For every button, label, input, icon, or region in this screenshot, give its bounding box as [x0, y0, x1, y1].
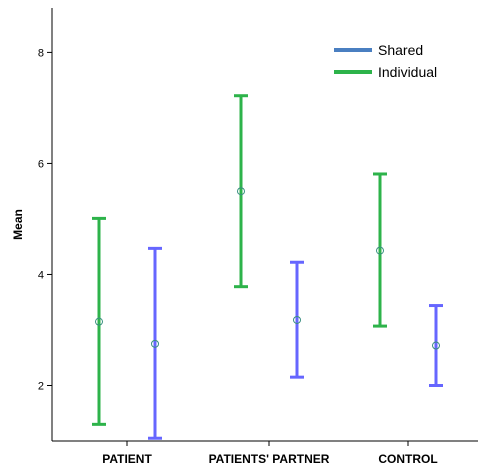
legend-label-individual: Individual [378, 64, 437, 80]
error-bar-shared-2 [429, 304, 443, 387]
mean-marker [376, 246, 384, 255]
y-axis-title: Mean [11, 209, 25, 240]
chart-marks [92, 94, 443, 440]
mean-marker [432, 341, 440, 350]
mean-marker [95, 317, 103, 326]
mean-marker [151, 339, 159, 348]
error-bar-individual-1 [234, 94, 248, 289]
y-tick-label: 6 [38, 158, 44, 170]
y-tick-label: 4 [38, 269, 44, 281]
error-bar-individual-2 [373, 172, 387, 328]
error-bar-shared-0 [148, 246, 162, 440]
x-tick-label: PATIENT [102, 452, 152, 466]
axes: 2 4 6 8 Mean PATIENT PATIENTS' PARTNER CONTROL [11, 8, 478, 466]
x-tick-label: PATIENTS' PARTNER [209, 452, 330, 466]
error-bar-shared-1 [290, 260, 304, 379]
x-tick-label: CONTROL [378, 452, 437, 466]
legend-label-shared: Shared [378, 42, 423, 58]
mean-marker [293, 315, 301, 324]
legend: Shared Individual [334, 42, 437, 80]
y-tick-label: 8 [38, 47, 44, 59]
error-bar-individual-0 [92, 216, 106, 426]
y-tick-label: 2 [38, 380, 44, 392]
mean-marker [237, 187, 245, 196]
